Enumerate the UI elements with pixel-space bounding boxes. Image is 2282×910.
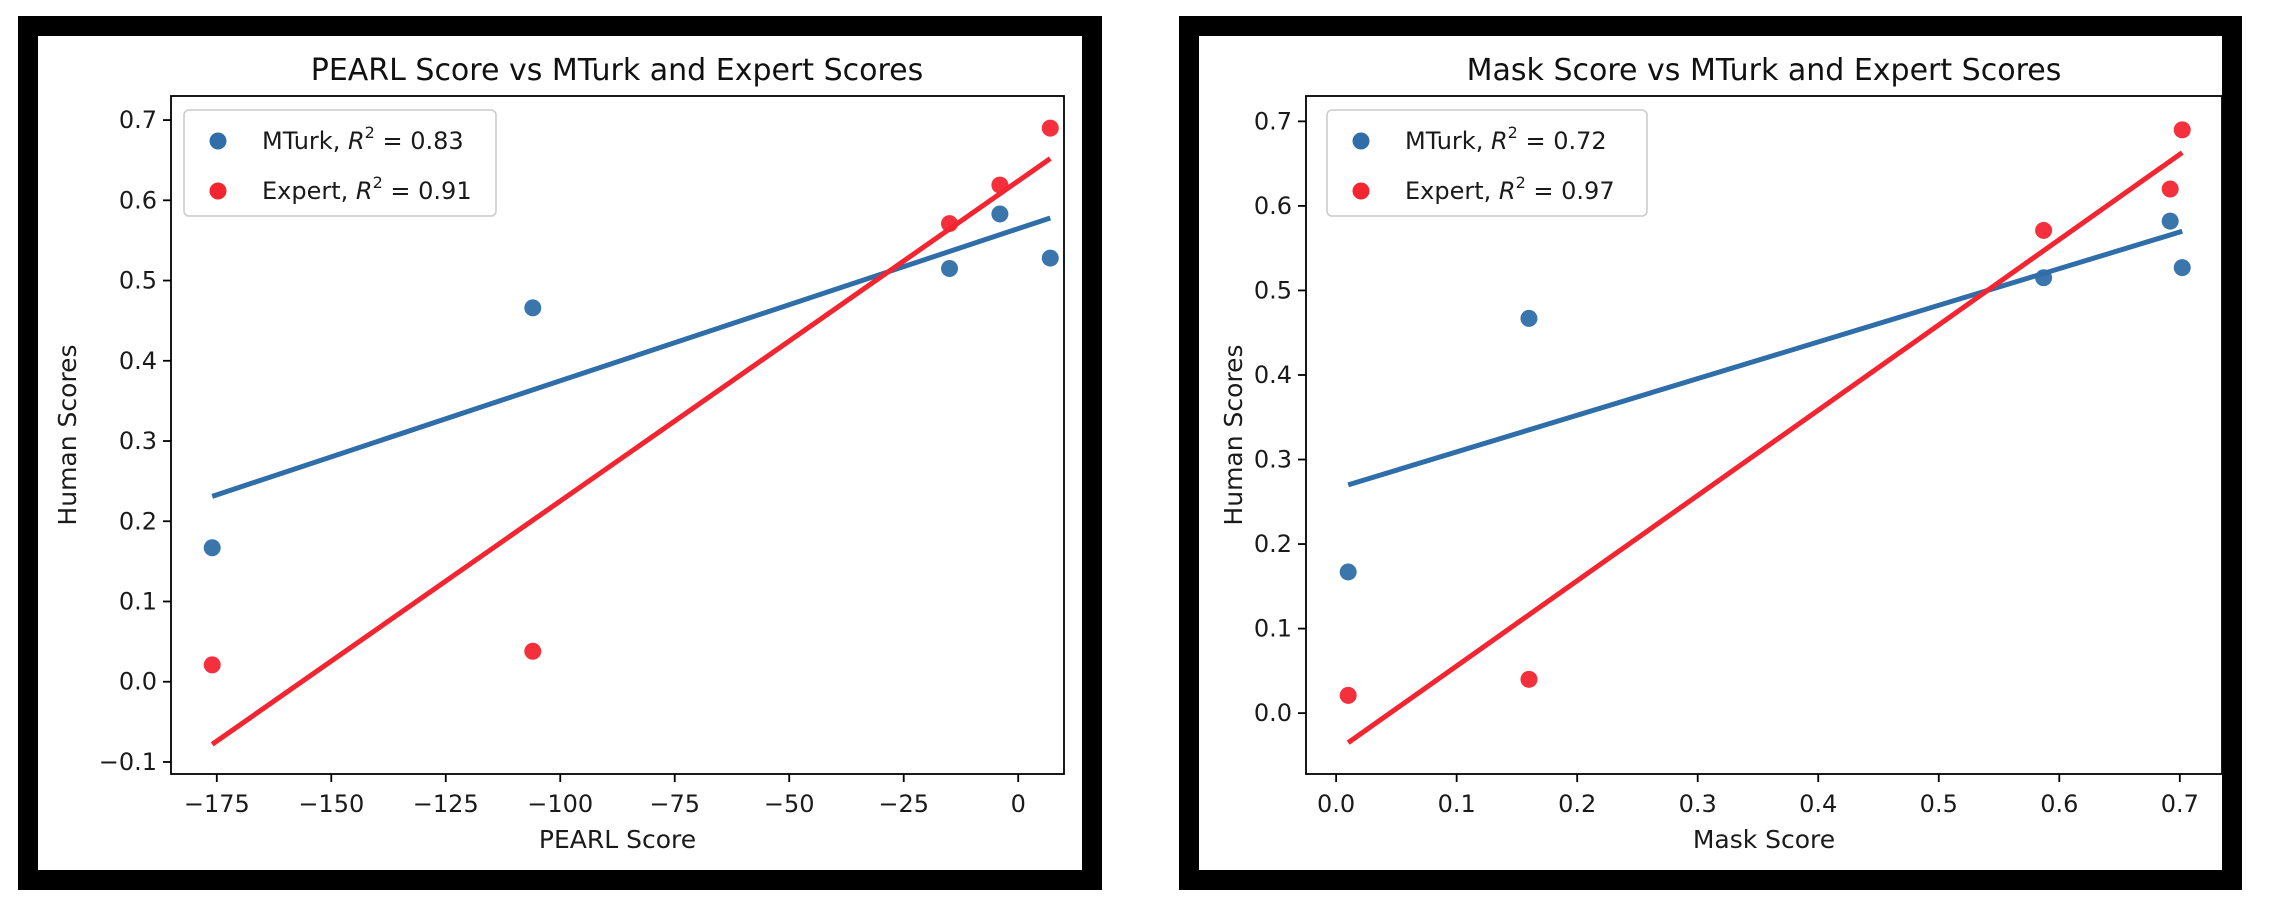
expert-point — [1339, 686, 1357, 704]
y-tick-label: 0.3 — [119, 427, 157, 455]
mturk-legend-marker — [209, 132, 227, 150]
y-tick-label: 0.1 — [119, 587, 157, 615]
x-tick-label: 0.0 — [1317, 790, 1355, 818]
expert-point — [2035, 221, 2053, 239]
y-tick-label: 0.1 — [1254, 615, 1292, 643]
legend: MTurk, R2 = 0.83 Expert, R2 = 0.91 — [183, 109, 497, 217]
y-tick-label: 0.4 — [119, 347, 157, 375]
x-tick-label: −125 — [413, 790, 479, 818]
y-tick-label: 0.6 — [1254, 192, 1292, 220]
x-tick-label: −175 — [184, 790, 250, 818]
y-tick-label: 0.6 — [119, 186, 157, 214]
y-tick-label: 0.4 — [1254, 361, 1292, 389]
mturk-point — [1520, 309, 1538, 327]
expert-fit-line — [210, 156, 1052, 747]
chart-panel-mask: Mask Score vs MTurk and Expert Scores 0.0… — [1179, 16, 2242, 890]
x-tick-label: −50 — [764, 790, 815, 818]
mturk-point — [524, 299, 542, 317]
mturk-fit-line — [211, 215, 1052, 499]
expert-point — [2161, 180, 2179, 198]
expert-point — [524, 642, 542, 660]
x-tick-label: 0.7 — [2161, 790, 2199, 818]
mturk-point — [991, 205, 1009, 223]
y-axis-label: Human Scores — [53, 344, 82, 525]
x-tick-label: −75 — [649, 790, 700, 818]
x-tick-label: −150 — [298, 790, 364, 818]
y-tick-label: 0.5 — [119, 267, 157, 295]
mturk-fit-line — [1347, 228, 2183, 488]
x-tick-label: −25 — [878, 790, 929, 818]
x-tick-label: 0.2 — [1558, 790, 1596, 818]
y-tick-label: 0.7 — [119, 106, 157, 134]
expert-fit-line — [1346, 150, 2184, 745]
y-tick-label: 0.0 — [1254, 699, 1292, 727]
legend: MTurk, R2 = 0.72 Expert, R2 = 0.97 — [1326, 109, 1648, 217]
plot-marks — [203, 119, 1059, 747]
mturk-point — [2161, 212, 2179, 230]
mturk-point — [203, 539, 221, 557]
x-tick-label: 0.3 — [1679, 790, 1717, 818]
x-tick-label: −100 — [527, 790, 593, 818]
y-tick-label: 0.7 — [1254, 107, 1292, 135]
expert-point — [203, 656, 221, 674]
y-tick-label: 0.3 — [1254, 446, 1292, 474]
expert-legend-marker — [1352, 182, 1370, 200]
chart-title: PEARL Score vs MTurk and Expert Scores — [311, 53, 924, 88]
x-axis-label: PEARL Score — [539, 825, 696, 854]
x-axis-label: Mask Score — [1693, 825, 1835, 854]
mturk-legend-label: MTurk, R2 = 0.83 — [262, 123, 464, 155]
mturk-point — [1041, 249, 1059, 267]
expert-legend-label: Expert, R2 = 0.97 — [1405, 173, 1615, 205]
expert-point — [1520, 670, 1538, 688]
y-tick-label: 0.2 — [1254, 530, 1292, 558]
chart-panel-pearl: PEARL Score vs MTurk and Expert Scores −1… — [18, 16, 1102, 890]
expert-legend-marker — [209, 182, 227, 200]
legend-box — [183, 109, 497, 217]
mturk-point — [941, 260, 959, 278]
x-tick-label: 0.4 — [1799, 790, 1837, 818]
legend-box — [1326, 109, 1648, 217]
y-tick-label: 0.2 — [119, 507, 157, 535]
mturk-point — [1339, 563, 1357, 581]
mturk-legend-marker — [1352, 132, 1370, 150]
y-tick-label: 0.5 — [1254, 276, 1292, 304]
x-tick-label: 0.5 — [1920, 790, 1958, 818]
x-tick-label: 0 — [1011, 790, 1026, 818]
mturk-point — [2173, 259, 2191, 277]
y-axis-label: Human Scores — [1219, 344, 1248, 525]
expert-legend-label: Expert, R2 = 0.91 — [262, 173, 472, 205]
mturk-legend-label: MTurk, R2 = 0.72 — [1405, 123, 1607, 155]
expert-point — [2173, 121, 2191, 139]
chart-title: Mask Score vs MTurk and Expert Scores — [1467, 53, 2062, 88]
y-tick-label: −0.1 — [99, 748, 157, 776]
x-tick-label: 0.6 — [2040, 790, 2078, 818]
expert-point — [1041, 119, 1059, 137]
x-tick-label: 0.1 — [1438, 790, 1476, 818]
plot-marks — [1339, 121, 2191, 745]
y-tick-label: 0.0 — [119, 668, 157, 696]
